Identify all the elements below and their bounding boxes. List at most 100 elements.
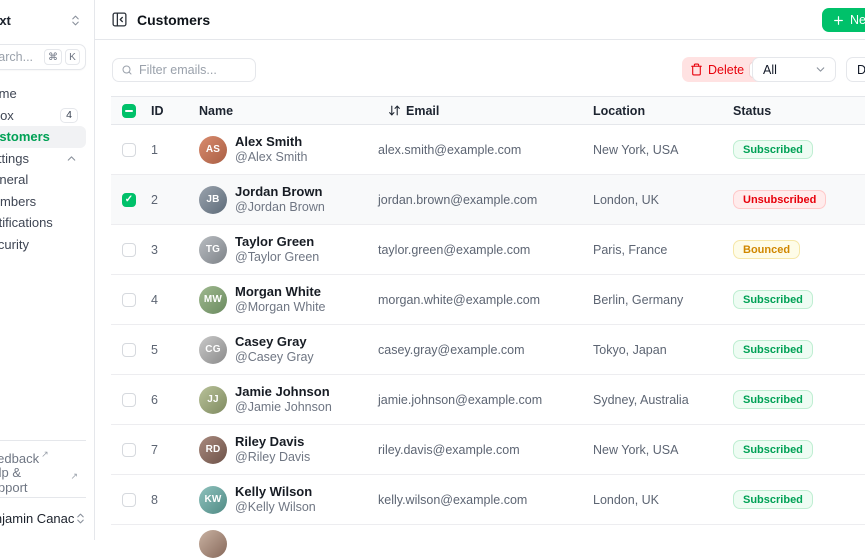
sidebar-item-notifications[interactable]: Notifications [0,212,86,234]
cell-id: 2 [151,192,158,207]
sidebar-item-label: Customers [0,129,50,145]
filter-emails-field[interactable] [112,58,256,82]
status-badge: Unsubscribed [733,190,827,210]
cell-name: Morgan White [235,284,321,299]
table-row-partial[interactable] [111,525,865,558]
trash-icon [690,63,703,76]
cell-handle: @Kelly Wilson [235,500,316,514]
table-row[interactable]: 6 JJ Jamie Johnson @Jamie Johnson jamie.… [111,375,865,425]
chevrons-up-down-icon [69,14,82,27]
table-row[interactable]: 3 TG Taylor Green @Taylor Green taylor.g… [111,225,865,275]
status-badge: Subscribed [733,490,813,510]
sort-arrows-icon [388,104,401,117]
avatar: MW [199,285,227,314]
page-title: Customers [137,11,211,28]
inbox-count-badge: 4 [60,107,78,123]
cell-handle: @Riley Davis [235,450,311,464]
cell-location: Paris, France [593,242,668,257]
table-row[interactable]: 5 CG Casey Gray @Casey Gray casey.gray@e… [111,325,865,375]
cell-location: London, UK [593,492,660,507]
new-customer-label: New customer [850,13,865,27]
cell-handle: @Casey Gray [235,350,314,364]
avatar: RD [199,435,227,464]
sidebar-item-home[interactable]: Home [0,83,86,105]
table-row[interactable]: 1 AS Alex Smith @Alex Smith alex.smith@e… [111,125,865,175]
avatar: KW [199,485,227,514]
sidebar-nav: Home Inbox 4 Customers Settings General … [0,83,86,255]
status-badge: Subscribed [733,440,813,460]
page-header: Customers New customer [95,0,865,40]
select-all-checkbox[interactable] [122,103,136,118]
sidebar-item-members[interactable]: Members [0,191,86,213]
team-name: Nuxt [0,12,11,28]
table-body: 1 AS Alex Smith @Alex Smith alex.smith@e… [111,125,865,525]
display-button[interactable]: Display [846,57,865,82]
collapse-sidebar-icon[interactable] [111,11,128,28]
sidebar-item-inbox[interactable]: Inbox 4 [0,105,86,127]
help-support-link[interactable]: Help & Support ↗ [0,465,86,495]
team-picker[interactable]: N Nuxt [0,8,86,32]
sidebar-item-label: Home [0,86,17,102]
cell-email: taylor.green@example.com [378,242,531,257]
new-customer-button[interactable]: New customer [822,8,865,32]
footer-link-label: Help & Support [0,465,28,495]
column-header-status: Status [733,103,772,118]
cell-name: Kelly Wilson [235,484,313,499]
row-checkbox[interactable] [122,342,136,357]
cell-email: jordan.brown@example.com [378,192,538,207]
row-checkbox[interactable] [122,292,136,307]
cell-id: 8 [151,492,158,507]
status-badge: Subscribed [733,390,813,410]
cell-id: 7 [151,442,158,457]
cell-email: morgan.white@example.com [378,292,541,307]
status-badge: Bounced [733,240,801,260]
sidebar-item-security[interactable]: Security [0,234,86,256]
row-checkbox[interactable] [122,392,136,407]
table-row[interactable]: 2 JB Jordan Brown @Jordan Brown jordan.b… [111,175,865,225]
search-input[interactable]: Search... ⌘ K [0,44,86,70]
row-checkbox[interactable] [122,442,136,457]
table-toolbar: Delete 1 All Display [95,40,865,96]
table-row[interactable]: 8 KW Kelly Wilson @Kelly Wilson kelly.wi… [111,475,865,525]
sidebar-item-label: Settings [0,150,29,166]
sidebar-footer: Feedback ↗ Help & Support ↗ BC Benjamin … [0,440,86,532]
status-filter-select[interactable]: All [752,57,836,82]
cell-handle: @Alex Smith [235,150,308,164]
row-checkbox[interactable] [122,142,136,157]
footer-link-label: Feedback [0,450,40,466]
cell-handle: @Jamie Johnson [235,400,332,414]
table-row[interactable]: 4 MW Morgan White @Morgan White morgan.w… [111,275,865,325]
sidebar-item-general[interactable]: General [0,169,86,191]
column-header-location: Location [593,103,646,118]
search-icon [121,64,133,76]
cell-email: casey.gray@example.com [378,342,525,357]
avatar: AS [199,135,227,164]
user-name: Benjamin Canac [0,510,75,526]
sidebar-item-label: Members [0,193,37,209]
cell-id: 4 [151,292,158,307]
cell-name: Riley Davis [235,434,305,449]
sidebar-item-settings[interactable]: Settings [0,148,86,170]
external-link-icon: ↗ [70,470,78,481]
cell-name: Taylor Green [235,234,315,249]
cell-location: New York, USA [593,142,679,157]
avatar: TG [199,235,227,264]
table-row[interactable]: 7 RD Riley Davis @Riley Davis riley.davi… [111,425,865,475]
filter-emails-input[interactable] [139,63,247,77]
column-header-email[interactable]: Email [378,104,593,118]
sidebar-item-customers[interactable]: Customers [0,126,86,148]
cell-handle: @Jordan Brown [235,200,325,214]
avatar: CG [199,335,227,364]
sidebar-item-label: General [0,172,29,188]
cell-email: kelly.wilson@example.com [378,492,528,507]
row-checkbox[interactable] [122,492,136,507]
user-menu-button[interactable]: BC Benjamin Canac [0,504,86,532]
cell-name: Jamie Johnson [235,384,330,399]
feedback-link[interactable]: Feedback ↗ [0,447,86,469]
row-checkbox[interactable] [122,242,136,257]
cell-name: Alex Smith [235,134,303,149]
sidebar-item-label: Notifications [0,215,53,231]
row-checkbox[interactable] [122,192,136,207]
table-header-row: ID Name Email Location Status [111,96,865,125]
sidebar: N Nuxt Search... ⌘ K Home Inbox 4 Custom… [0,0,95,540]
